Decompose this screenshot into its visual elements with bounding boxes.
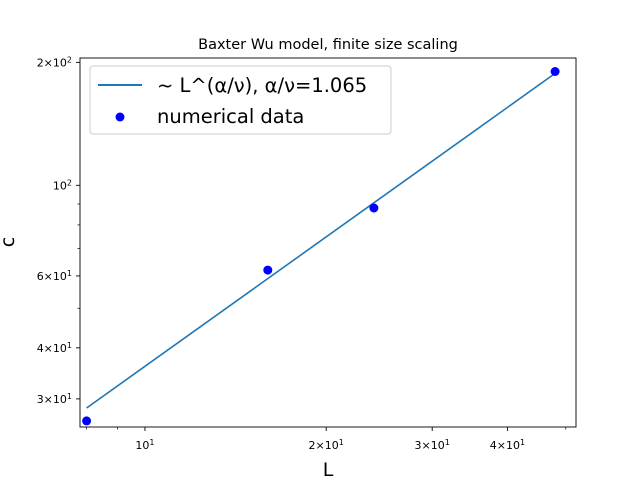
x-tick-label: 3×101	[415, 438, 450, 453]
data-point	[82, 416, 92, 426]
y-tick-label: 3×101	[37, 391, 72, 406]
data-point	[263, 265, 273, 275]
legend: ~ L^(α/ν), α/ν=1.065 numerical data	[89, 65, 392, 135]
x-axis-label: L	[323, 459, 334, 480]
axis-ticks: 101 2×101 3×101 4×1013×1014×1016×1011022×10…	[37, 55, 567, 453]
plot-marks	[82, 67, 560, 426]
data-point	[550, 67, 560, 76]
x-tick-label: 4×101	[490, 438, 525, 453]
chart-title: Baxter Wu model, finite size scaling	[198, 37, 458, 53]
y-tick-label: 6×101	[37, 268, 72, 283]
plot-frame	[79, 57, 577, 428]
legend-label-data: numerical data	[157, 105, 304, 128]
y-axis-label: c	[0, 237, 19, 247]
legend-marker-swatch	[115, 112, 125, 122]
x-tick-label: 2×101	[309, 438, 344, 453]
y-tick-label: 2×102	[37, 55, 72, 70]
y-tick-label: 4×101	[37, 340, 72, 355]
series-line-fit	[86, 72, 556, 409]
data-point	[369, 203, 379, 213]
legend-box	[89, 65, 392, 135]
legend-label-fit: ~ L^(α/ν), α/ν=1.065	[157, 74, 367, 97]
